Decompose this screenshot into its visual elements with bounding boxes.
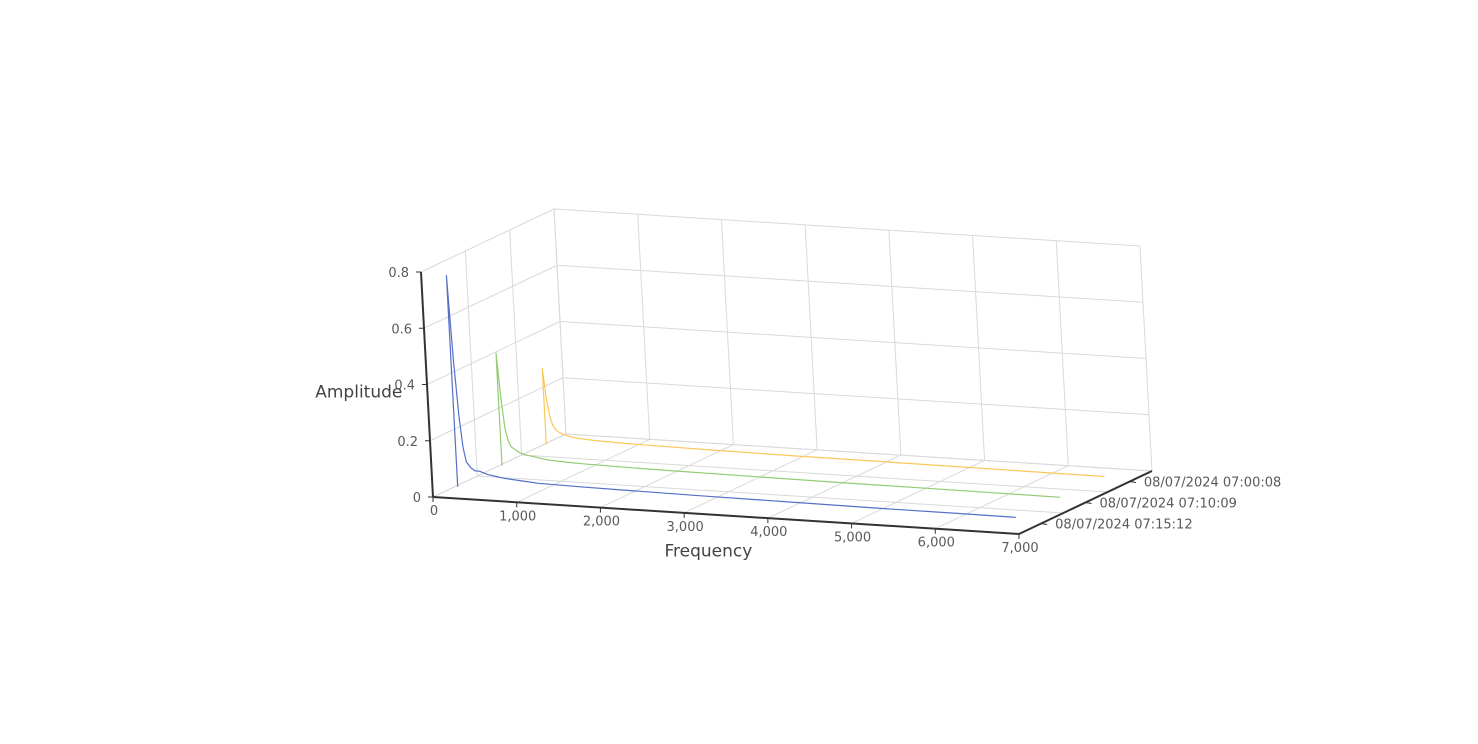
x-tick-label: 3,000: [667, 520, 704, 535]
z-category-label: 08/07/2024 07:15:12: [1055, 518, 1192, 533]
grid-line: [565, 433, 1153, 472]
y-tick-label: 0.4: [394, 379, 415, 394]
series-line: [495, 352, 1061, 498]
y-tick-label: 0.2: [397, 435, 418, 450]
y-axis-label: Amplitude: [315, 382, 402, 402]
grid-line: [683, 449, 818, 514]
grid-line: [851, 459, 985, 524]
axes: [416, 271, 1153, 539]
grid-line: [432, 433, 567, 498]
x-tick-label: 5,000: [834, 530, 871, 545]
grid-line: [429, 377, 564, 442]
grid-line: [562, 377, 1150, 416]
grid-line: [559, 321, 1147, 359]
x-tick-label: 1,000: [499, 509, 536, 524]
series-group: [445, 275, 1105, 518]
y-tick-label: 0: [413, 491, 421, 506]
x-axis-label: Frequency: [665, 541, 753, 561]
grid-line: [477, 475, 1064, 514]
x-tick-label: 2,000: [583, 515, 620, 530]
grid-line: [556, 264, 1144, 303]
grid-line: [426, 321, 561, 385]
grid-line: [767, 454, 902, 519]
z-category-label: 08/07/2024 07:00:08: [1144, 476, 1281, 491]
grid-line: [600, 444, 734, 509]
tick-labels: 0 1,000 2,000 3,000 4,000 5,000 6,000 7,000 0 0.2…: [388, 266, 1281, 556]
grid-line: [516, 438, 650, 503]
x-axis-line: [432, 496, 1020, 535]
y-tick-label: 0.8: [388, 266, 409, 281]
grid-line: [935, 465, 1069, 530]
grid-line: [553, 208, 1141, 247]
series-line: [445, 275, 1016, 518]
x-tick-label: 4,000: [750, 525, 787, 540]
z-tick-mark: [1129, 481, 1136, 483]
x-tick-label: 6,000: [918, 536, 955, 551]
grid-line: [420, 208, 555, 273]
grid-line: [521, 454, 1108, 493]
x-tick-label: 7,000: [1001, 541, 1038, 556]
grid-lines: [420, 208, 1153, 535]
z-category-label: 08/07/2024 07:10:09: [1100, 497, 1237, 512]
y-tick-label: 0.6: [391, 322, 412, 337]
x-tick-label: 0: [430, 504, 438, 519]
grid-line: [423, 264, 558, 329]
series-line: [541, 368, 1105, 478]
z-tick-mark: [1085, 502, 1092, 504]
z-tick-mark: [1041, 523, 1048, 525]
